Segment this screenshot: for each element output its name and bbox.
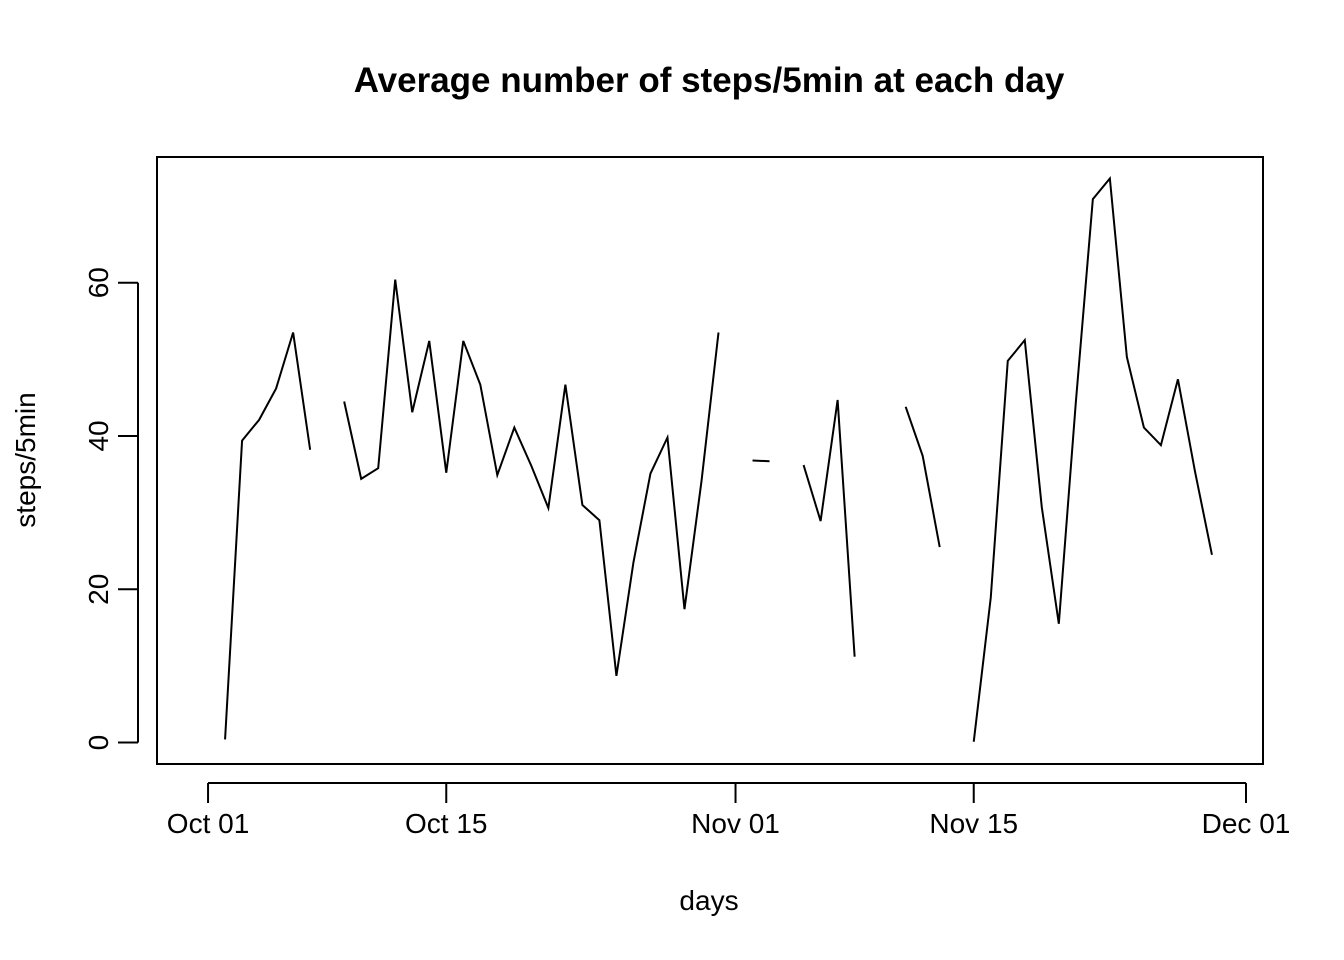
x-tick-label: Nov 01 bbox=[691, 808, 780, 839]
x-tick-label: Oct 15 bbox=[405, 808, 487, 839]
series-line-segment bbox=[904, 406, 941, 548]
y-axis: 0 20 40 60 bbox=[83, 267, 139, 751]
x-axis: Oct 01 Oct 15 Nov 01 Nov 15 Dec 01 bbox=[167, 782, 1291, 839]
x-tick-label: Oct 01 bbox=[167, 808, 249, 839]
x-tick-label: Nov 15 bbox=[929, 808, 1018, 839]
series-line-segment bbox=[752, 459, 770, 463]
x-tick-label: Dec 01 bbox=[1202, 808, 1291, 839]
y-tick-label: 20 bbox=[83, 574, 114, 605]
x-axis-label: days bbox=[679, 885, 738, 916]
y-tick-label: 40 bbox=[83, 420, 114, 451]
y-tick-label: 60 bbox=[83, 267, 114, 298]
series-layer bbox=[224, 175, 1213, 742]
chart-title: Average number of steps/5min at each day bbox=[354, 61, 1065, 100]
series-line-segment bbox=[224, 332, 312, 740]
y-axis-label: steps/5min bbox=[10, 392, 41, 527]
series-line-segment bbox=[802, 399, 856, 657]
series-line-segment bbox=[343, 279, 720, 677]
plot-frame bbox=[156, 156, 1264, 765]
series-line-segment bbox=[972, 175, 1213, 742]
y-tick-label: 0 bbox=[83, 735, 114, 751]
